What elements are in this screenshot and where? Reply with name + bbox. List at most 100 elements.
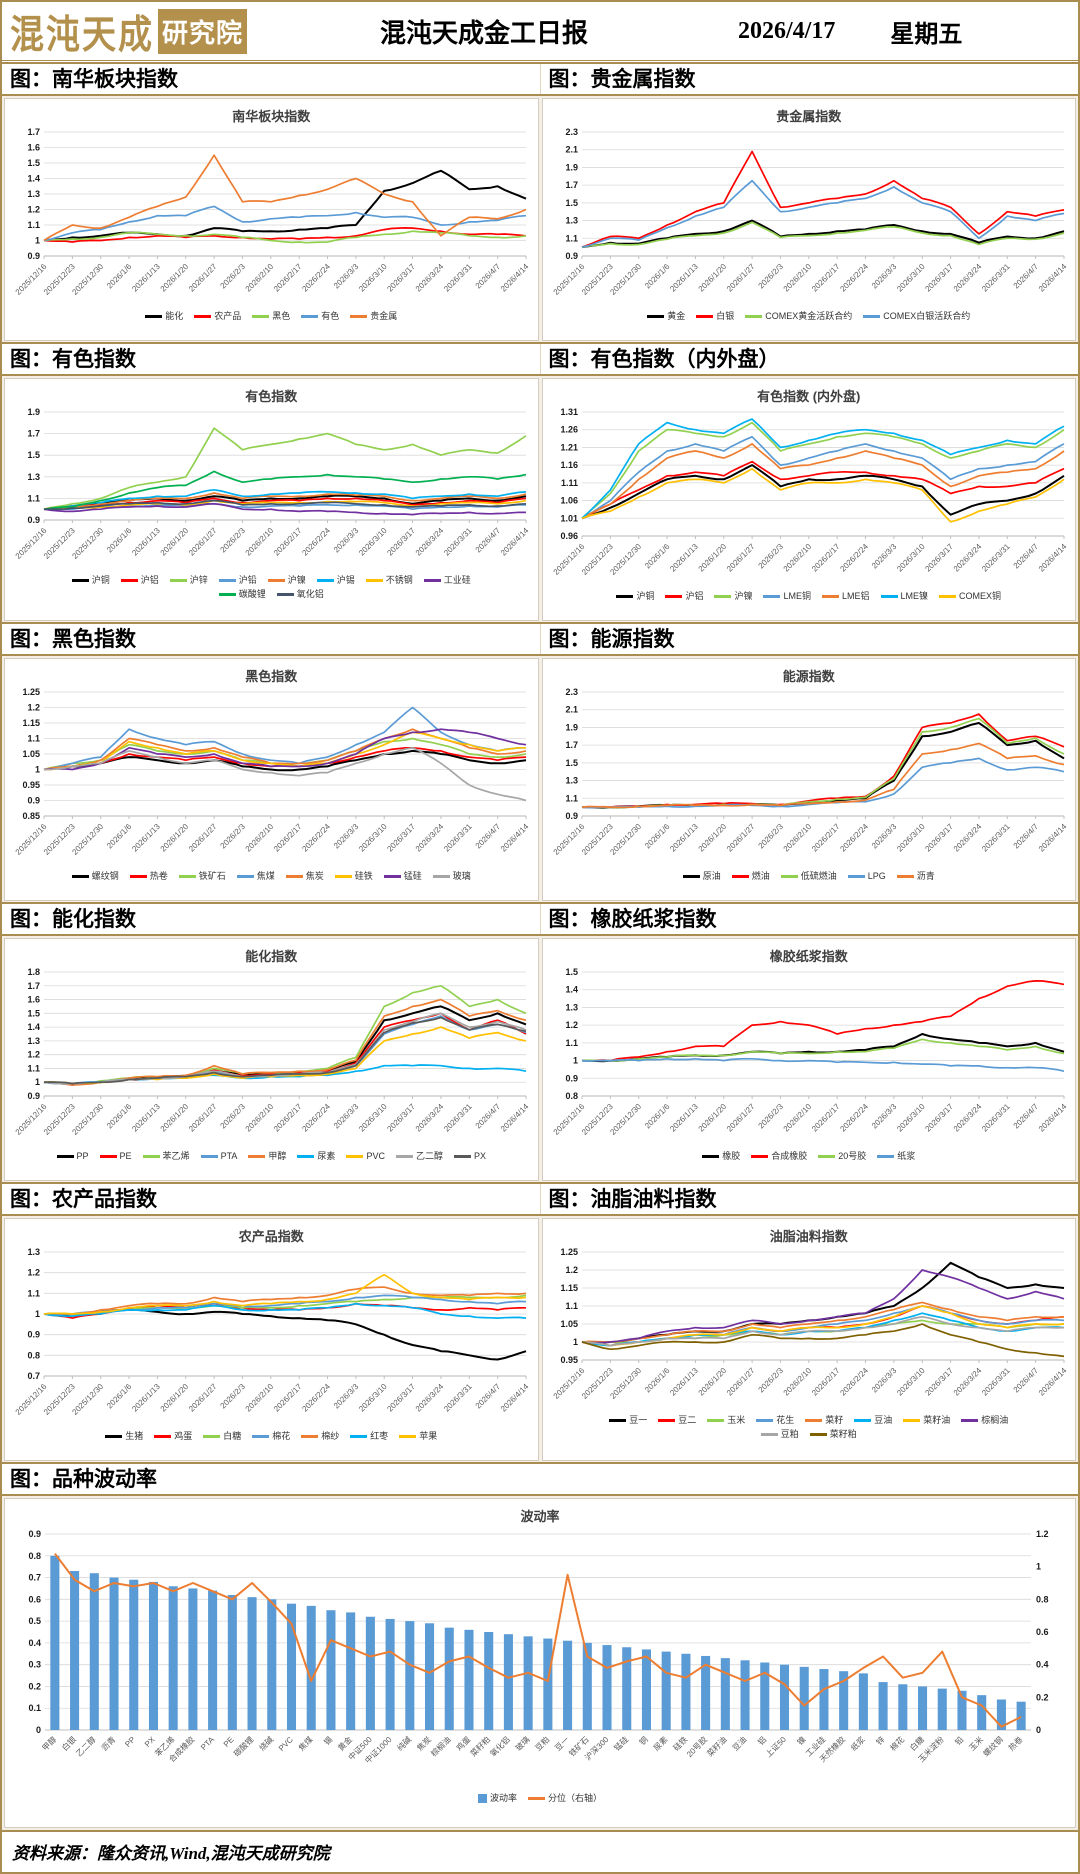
svg-text:2026/3/17: 2026/3/17: [386, 526, 418, 558]
svg-text:碳酸锂: 碳酸锂: [231, 1734, 255, 1758]
svg-text:1.1: 1.1: [28, 1063, 41, 1073]
svg-text:2026/3/10: 2026/3/10: [895, 822, 927, 854]
line-chart-plot: 0.911.11.21.31.41.51.61.71.82025/12/1620…: [14, 967, 531, 1137]
legend-line-marker: [383, 874, 401, 878]
svg-text:0.6: 0.6: [28, 1594, 41, 1604]
svg-text:2026/2/24: 2026/2/24: [838, 822, 870, 854]
line-chart-plot: 0.91.11.31.51.71.92.12.32025/12/162025/1…: [551, 687, 1068, 857]
svg-text:2026/3/10: 2026/3/10: [357, 526, 389, 558]
legend-item: 沪锡: [316, 574, 355, 586]
svg-text:0.4: 0.4: [28, 1638, 41, 1648]
svg-text:2026/3/3: 2026/3/3: [332, 822, 361, 851]
svg-text:2026/3/10: 2026/3/10: [357, 822, 389, 854]
svg-text:1.8: 1.8: [28, 967, 41, 977]
line-chart-plot: 0.80.911.11.21.31.41.52025/12/162025/12/…: [551, 967, 1068, 1137]
legend-item: 沪锌: [169, 574, 208, 586]
svg-text:1.9: 1.9: [565, 722, 578, 732]
svg-text:1.2: 1.2: [28, 1050, 41, 1060]
legend-line-marker: [707, 1418, 725, 1422]
legend-line-marker: [818, 1154, 836, 1158]
svg-text:0.95: 0.95: [560, 1355, 578, 1365]
svg-text:2026/3/10: 2026/3/10: [895, 262, 927, 294]
legend-line-marker: [120, 578, 138, 582]
svg-text:2026/1/27: 2026/1/27: [187, 1102, 219, 1134]
svg-text:0.96: 0.96: [560, 531, 578, 541]
legend-line-marker: [71, 874, 89, 878]
svg-text:2026/3/24: 2026/3/24: [952, 542, 984, 574]
legend-line-marker: [218, 592, 236, 596]
legend-label: 红枣: [370, 1431, 389, 1441]
svg-text:1.7: 1.7: [565, 180, 578, 190]
svg-text:2026/1/6: 2026/1/6: [105, 526, 134, 555]
svg-text:2026/4/7: 2026/4/7: [1011, 262, 1040, 291]
svg-text:1: 1: [1036, 1562, 1041, 1572]
svg-text:2026/2/3: 2026/2/3: [756, 262, 785, 291]
legend-item: 白银: [696, 310, 734, 322]
svg-text:1.5: 1.5: [28, 158, 41, 168]
legend-item: 红枣: [350, 1430, 388, 1442]
svg-text:2026/4/14: 2026/4/14: [499, 1102, 531, 1134]
svg-text:2026/1/6: 2026/1/6: [643, 1366, 672, 1395]
legend-item: 焦炭: [285, 870, 324, 882]
legend-label: 菜籽: [825, 1415, 844, 1425]
section-label-nonferrous-inout: 图：有色指数（内外盘）: [539, 344, 1079, 374]
svg-text:2026/2/17: 2026/2/17: [810, 822, 842, 854]
svg-text:2026/1/6: 2026/1/6: [643, 1102, 672, 1131]
legend-label: LME铜: [783, 591, 811, 601]
chart-legend: 波动率 分位（右轴）: [477, 1792, 602, 1804]
legend-item: 沪铝: [120, 574, 159, 586]
legend-label: 沪铜: [636, 591, 655, 601]
section-label-oils-oilseeds: 图：油脂油料指数: [539, 1184, 1079, 1214]
svg-text:锰硅: 锰硅: [612, 1734, 630, 1752]
svg-text:2026/3/24: 2026/3/24: [414, 1382, 446, 1414]
legend-label: 白银: [716, 311, 735, 321]
legend-line-marker: [903, 1418, 921, 1422]
company-logo: 混沌天成 研究院: [2, 7, 310, 57]
svg-text:2026/2/24: 2026/2/24: [838, 1102, 870, 1134]
svg-text:2025/12/30: 2025/12/30: [608, 262, 643, 297]
section-label-row-2: 图：有色指数 图：有色指数（内外盘）: [2, 342, 1078, 376]
svg-text:2026/2/17: 2026/2/17: [810, 262, 842, 294]
data-source-text: 资料来源：隆众资讯,Wind,混沌天成研究院: [12, 1844, 330, 1863]
legend-item: 生猪: [105, 1430, 143, 1442]
legend-label: 合成橡胶: [771, 1151, 808, 1161]
legend-line-marker: [780, 874, 798, 878]
svg-text:0.8: 0.8: [28, 1350, 41, 1360]
svg-text:2026/1/13: 2026/1/13: [668, 262, 700, 294]
svg-text:2026/3/10: 2026/3/10: [357, 1382, 389, 1414]
legend-item: PP: [56, 1150, 89, 1162]
svg-text:铜: 铜: [637, 1734, 650, 1747]
svg-text:纯碱: 纯碱: [395, 1734, 413, 1752]
charts-row-2: 有色指数 0.9 1.1 1.3 1.5 1.7 1.9 2025/12/16 2025/12/…: [2, 376, 1078, 623]
chart-title: 有色指数: [245, 389, 298, 404]
legend-label: 乙二醇: [415, 1151, 443, 1161]
svg-text:2026/4/14: 2026/4/14: [499, 262, 531, 294]
svg-text:2026/3/3: 2026/3/3: [870, 262, 899, 291]
legend-line-marker: [665, 594, 683, 598]
svg-text:0: 0: [36, 1725, 41, 1735]
legend-item: LME铝: [822, 590, 870, 602]
legend-label: 黄金: [667, 311, 686, 321]
legend-label: 农产品: [214, 311, 242, 321]
section-label-row-5: 图：农产品指数 图：油脂油料指数: [2, 1182, 1078, 1216]
svg-text:2026/1/6: 2026/1/6: [105, 262, 134, 291]
svg-text:豆粕: 豆粕: [533, 1734, 551, 1752]
svg-text:1.25: 1.25: [23, 687, 41, 697]
svg-text:2026/4/7: 2026/4/7: [1011, 1102, 1040, 1131]
svg-text:锡: 锡: [322, 1735, 334, 1747]
legend-label: 沥青: [916, 871, 935, 881]
svg-text:氧化铝: 氧化铝: [488, 1734, 512, 1758]
chart-title: 南华板块指数: [232, 109, 311, 124]
svg-text:2026/1/13: 2026/1/13: [131, 1102, 163, 1134]
chart-title: 能化指数: [245, 949, 298, 964]
charts-row-6: 波动率 0 0.1 0.2 0.3 0.4 0.5 0.6 0.7 0.8 0.9 0 0.2 0.4 0.…: [2, 1496, 1078, 1830]
legend-label: 能化: [165, 311, 184, 321]
svg-text:0.7: 0.7: [28, 1573, 41, 1583]
legend-line-marker: [276, 592, 294, 596]
svg-text:1.2: 1.2: [565, 1265, 578, 1275]
svg-text:1.7: 1.7: [28, 127, 41, 137]
svg-text:1.3: 1.3: [565, 776, 578, 786]
line-chart-plot: 0.911.11.21.31.41.51.61.72025/12/162025/…: [14, 127, 531, 297]
legend-item: LME镍: [880, 590, 928, 602]
legend-line-marker: [194, 314, 212, 318]
